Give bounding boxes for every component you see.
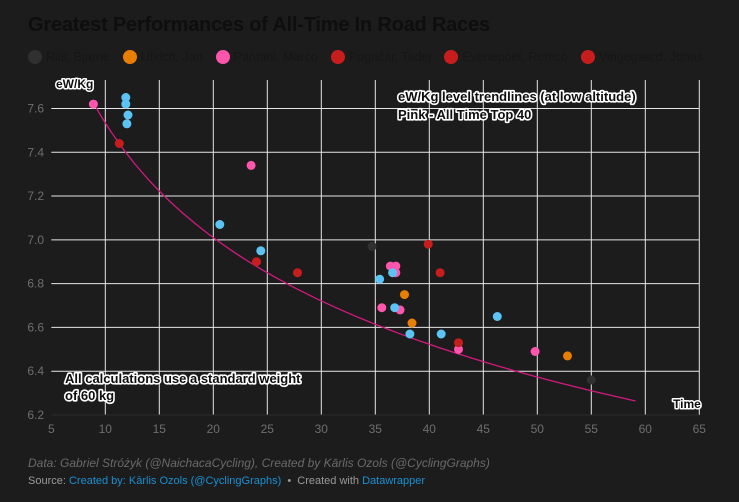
legend-label: Vingegaard, Jonas [598,50,703,64]
data-point[interactable] [390,303,400,313]
x-axis: 5 10 15 20 25 30 35 40 45 50 55 60 65 [48,422,706,436]
gridlines [51,80,700,416]
legend-swatch [330,50,345,64]
y-tick-label: 7.2 [27,189,44,203]
data-points [88,93,596,385]
y-tick-label: 6.8 [27,277,44,291]
x-tick-label: 25 [261,422,275,436]
data-point[interactable] [400,290,409,300]
x-tick-label: 5 [48,422,55,436]
data-point[interactable] [586,375,596,385]
x-tick-label: 50 [531,422,545,436]
source-link[interactable]: Created by: Kārlis Ozols (@CyclingGraphs… [68,475,282,487]
annotation-weight-line1: All calculations use a standard weight [65,371,301,386]
footer-separator: • [287,475,292,487]
datawrapper-link[interactable]: Datawrapper [362,475,426,487]
legend-swatch [580,50,595,64]
legend-item[interactable]: Riis, Bjarne [28,50,110,64]
data-point[interactable] [375,274,385,284]
data-point[interactable] [530,347,540,356]
x-tick-label: 60 [639,422,653,436]
y-tick-label: 6.4 [27,364,44,378]
data-point[interactable] [388,268,398,278]
legend-swatch [122,50,137,64]
y-axis-label: eW/Kg [56,77,93,91]
data-point[interactable] [367,241,377,251]
y-tick-label: 7.0 [27,233,44,247]
data-point[interactable] [123,110,133,120]
data-point[interactable] [88,99,98,109]
data-point[interactable] [492,312,502,321]
data-point[interactable] [121,99,131,109]
x-tick-label: 40 [423,422,437,436]
legend-swatch [215,50,230,64]
x-tick-label: 20 [207,422,221,436]
data-point[interactable] [454,344,463,354]
data-point[interactable] [256,246,266,256]
data-point[interactable] [377,303,387,313]
legend: Riis, Bjarne Ullrich, Jan Pantani, Marco… [28,50,716,64]
annotation-trendlines-line1: eW/Kg level trendlines (at low altitude) [398,89,636,104]
x-axis-label: Time [673,397,701,411]
legend-item[interactable]: Vingegaard, Jonas [580,50,703,64]
legend-label: Pogačar, Tadej [348,50,432,64]
y-tick-label: 7.6 [27,101,44,115]
data-point[interactable] [252,257,261,267]
data-point[interactable] [215,220,225,229]
x-tick-label: 45 [477,422,491,436]
data-point[interactable] [454,338,463,348]
data-point[interactable] [293,268,302,278]
data-point[interactable] [563,351,572,361]
y-tick-label: 6.6 [27,320,44,334]
legend-label: Pantani, Marco [233,50,318,64]
legend-item[interactable]: Pogačar, Tadej [330,50,432,64]
data-point[interactable] [407,318,417,328]
data-point[interactable] [114,139,124,148]
legend-item[interactable]: Pantani, Marco [215,50,318,64]
legend-label: Riis, Bjarne [46,50,110,64]
x-tick-label: 65 [693,422,707,436]
annotation-trendlines-line2: Pink - All Time Top 40 [398,107,531,122]
chart-title: Greatest Performances of All-Time In Roa… [28,14,490,36]
data-point[interactable] [423,239,433,249]
source-label: Source: [28,475,66,487]
data-point[interactable] [122,119,132,129]
footer: Source: Created by: Kārlis Ozols (@Cycli… [28,475,425,487]
x-tick-label: 10 [99,422,113,436]
chart-notes: Data: Gabriel Stróżyk (@NaichacaCycling)… [28,456,490,470]
x-tick-label: 15 [153,422,167,436]
data-point[interactable] [436,329,446,339]
legend-item[interactable]: Ullrich, Jan [122,50,203,64]
legend-swatch [444,50,459,64]
data-point[interactable] [435,268,445,278]
data-point[interactable] [121,93,131,102]
legend-swatch [28,50,42,64]
data-point[interactable] [405,329,415,339]
legend-label: Evenepoel, Remco [462,50,568,64]
x-tick-label: 30 [315,422,329,436]
y-tick-label: 6.2 [27,408,44,422]
created-with-label: Created with [297,475,360,487]
annotation-weight-line2: of 60 kg [65,388,114,403]
trendline [92,102,636,402]
x-tick-label: 35 [369,422,383,436]
data-point[interactable] [246,160,256,170]
y-axis: 6.2 6.4 6.6 6.8 7.0 7.2 7.4 7.6 [27,101,44,422]
legend-item[interactable]: Evenepoel, Remco [444,50,568,64]
y-tick-label: 7.4 [27,145,44,159]
legend-label: Ullrich, Jan [140,50,203,64]
x-tick-label: 55 [585,422,599,436]
